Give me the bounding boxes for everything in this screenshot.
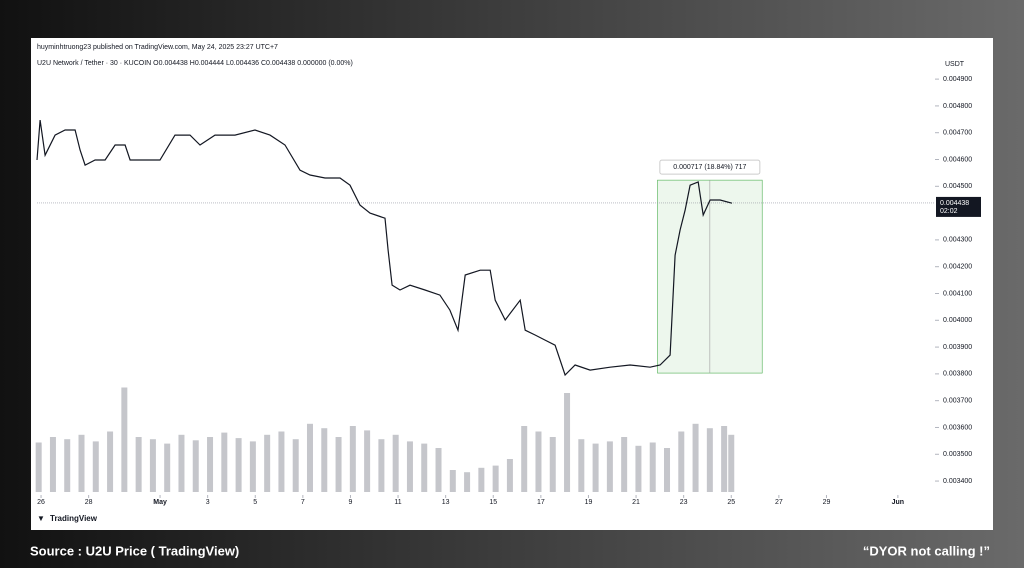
last-price-label: 0.004438	[940, 200, 969, 207]
volume-bar	[649, 442, 656, 492]
y-tick-label: 0.004500	[943, 183, 972, 190]
volume-bar	[164, 443, 171, 492]
y-tick-label: 0.004300	[943, 237, 972, 244]
volume-bar	[635, 445, 642, 492]
y-tick-label: 0.003600	[943, 424, 972, 431]
y-tick-label: 0.004200	[943, 264, 972, 271]
brand: TradingView	[50, 514, 98, 523]
volume-bar	[578, 439, 585, 492]
volume-bar	[364, 430, 371, 492]
x-tick-label: 13	[442, 499, 450, 506]
volume-bar	[549, 437, 556, 492]
volume-bar	[392, 434, 399, 492]
x-tick-label: 23	[680, 499, 688, 506]
volume-bar	[135, 437, 142, 492]
volume-bar	[664, 448, 671, 492]
y-tick-label: 0.003400	[943, 478, 972, 485]
volume-bar	[264, 434, 271, 492]
x-tick-label: 29	[823, 499, 831, 506]
volume-bar	[435, 448, 442, 492]
y-tick-label: 0.003800	[943, 371, 972, 378]
volume-bar	[92, 441, 99, 492]
volume-bar	[64, 439, 71, 492]
x-tick-label: 19	[585, 499, 593, 506]
volume-bar	[521, 426, 528, 492]
x-tick-label: 9	[349, 499, 353, 506]
y-tick-label: 0.004900	[943, 76, 972, 83]
volume-bar	[728, 434, 735, 492]
y-tick-label: 0.004700	[943, 130, 972, 137]
measure-label-box	[659, 159, 761, 175]
last-price-tag	[936, 196, 981, 217]
volume-bar	[207, 437, 214, 492]
y-tick-label: 0.004600	[943, 156, 972, 163]
x-tick-label: 27	[775, 499, 783, 506]
volume-bar	[292, 439, 299, 492]
x-tick-label: 28	[85, 499, 93, 506]
volume-bar	[621, 437, 628, 492]
x-tick-label: Jun	[892, 499, 904, 506]
y-tick-label: 0.003500	[943, 451, 972, 458]
volume-bar	[306, 423, 313, 492]
volume-bar	[192, 440, 199, 492]
y-tick-label: 0.003900	[943, 344, 972, 351]
x-tick-label: 15	[489, 499, 497, 506]
x-tick-label: 11	[394, 499, 401, 506]
volume-bar	[378, 439, 385, 492]
x-tick-label: 5	[253, 499, 257, 506]
volume-bar	[464, 472, 471, 492]
volume-bar	[706, 428, 713, 492]
x-tick-label: 7	[301, 499, 305, 506]
volume-bar	[506, 459, 513, 492]
volume-bar	[335, 437, 342, 492]
volume-bar	[149, 439, 156, 492]
y-tick-label: 0.004800	[943, 103, 972, 110]
x-tick-label: 21	[632, 499, 640, 506]
volume-bar	[478, 467, 485, 492]
volume-bar	[606, 441, 613, 492]
volume-bar	[221, 432, 228, 492]
x-tick-label: 25	[727, 499, 735, 506]
volume-bar	[449, 470, 456, 492]
x-tick-label: May	[153, 499, 167, 506]
volume-bar	[421, 443, 428, 492]
volume-bar	[721, 426, 728, 492]
volume-bar	[692, 423, 699, 492]
volume-bar	[35, 442, 42, 492]
x-tick-label: 17	[537, 499, 545, 506]
volume-bar	[121, 387, 128, 492]
x-tick-label: 26	[37, 499, 45, 506]
panel	[31, 38, 993, 530]
volume-bar	[492, 465, 499, 492]
y-tick-label: 0.004100	[943, 290, 972, 297]
measure-label: 0.000717 (18.84%) 717	[673, 164, 746, 171]
volume-bar	[107, 431, 114, 492]
volume-bar	[49, 437, 56, 492]
volume-bar	[406, 441, 413, 492]
volume-bar	[178, 434, 185, 492]
volume-bar	[564, 393, 571, 492]
volume-bar	[235, 438, 242, 492]
header: huyminhtruong23 published on TradingView…	[37, 44, 278, 51]
brand-logo: ▼	[37, 514, 45, 523]
x-tick-label: 3	[206, 499, 210, 506]
volume-bar	[78, 434, 85, 492]
y-tick-label: 0.003700	[943, 398, 972, 405]
y-tick-label: 0.004000	[943, 317, 972, 324]
chart-title: U2U Network / Tether · 30 · KUCOIN O0.00…	[37, 60, 353, 67]
volume-bar	[535, 431, 542, 492]
volume-bar	[249, 441, 256, 492]
note: “DYOR not calling !”	[863, 543, 990, 558]
volume-bar	[278, 431, 285, 492]
volume-bar	[349, 426, 356, 492]
price-line	[36, 120, 733, 377]
last-price-countdown: 02:02	[940, 208, 958, 215]
volume-bar	[678, 431, 685, 492]
source: Source : U2U Price ( TradingView)	[30, 543, 239, 558]
y-axis-label: USDT	[945, 61, 965, 68]
volume-bar	[321, 428, 328, 492]
volume-bar	[592, 443, 599, 492]
